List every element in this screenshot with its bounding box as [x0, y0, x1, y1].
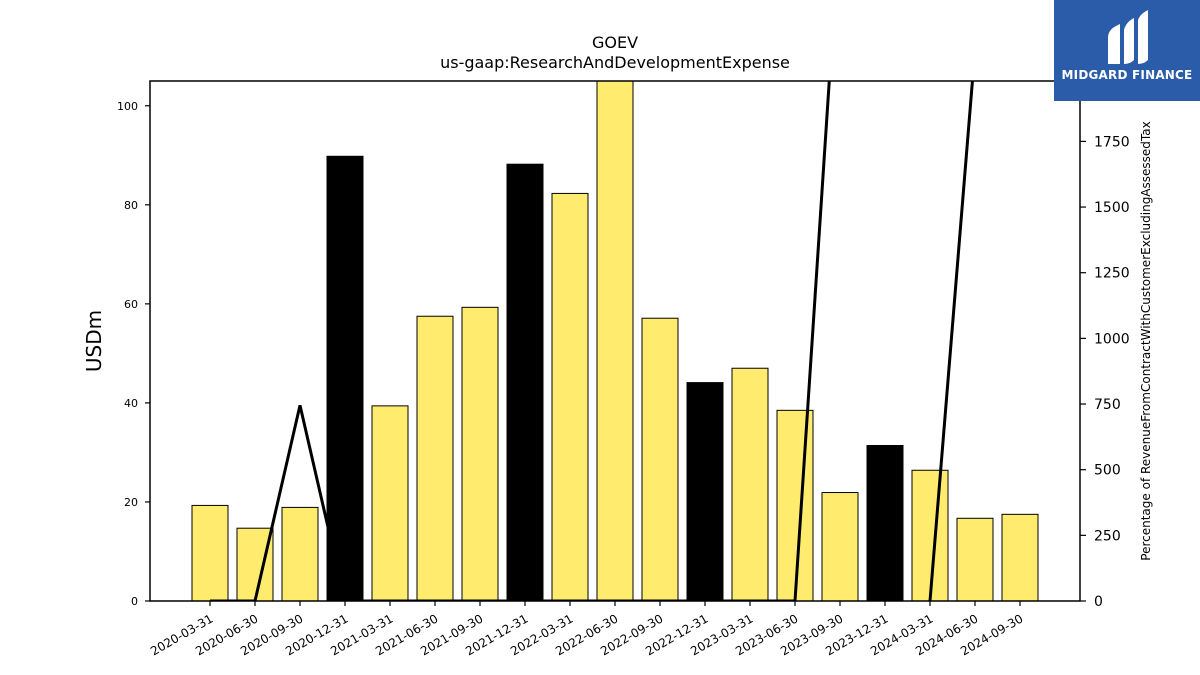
- bar-2023-12-31: [866, 444, 904, 602]
- y2-tick-label: 1750: [1094, 134, 1130, 150]
- bar-2021-03-31: [371, 405, 409, 602]
- bar-2020-09-30: [281, 506, 319, 602]
- bar-2022-12-31: [686, 382, 724, 602]
- y-tick-label: 80: [124, 199, 138, 212]
- line-path: [210, 81, 974, 601]
- y2-tick-label: 500: [1094, 463, 1121, 479]
- y-tick-label: 20: [124, 496, 138, 509]
- y-axis-label: USDm: [82, 310, 106, 372]
- bar-2022-06-30: [596, 80, 634, 602]
- bar-2022-09-30: [641, 317, 679, 602]
- logo-mark-icon: [1108, 10, 1148, 64]
- y-tick-label: 60: [124, 298, 138, 311]
- chart-title: GOEV: [592, 33, 638, 52]
- y2-tick-label: 750: [1094, 397, 1121, 413]
- x-axis-ticks: 2020-03-312020-06-302020-09-302020-12-31…: [148, 601, 1026, 658]
- bar-2021-06-30: [416, 315, 454, 602]
- y2-axis-ticks: 0 250 500 750 1000 1250 1500 1750: [1080, 134, 1130, 610]
- y2-tick-label: 1500: [1094, 200, 1130, 216]
- bar-2024-06-30: [956, 517, 994, 602]
- bar-2024-03-31: [911, 469, 949, 602]
- y-tick-label: 40: [124, 397, 138, 410]
- y-axis-ticks: 0 20 40 60 80 100: [117, 100, 150, 608]
- y-tick-label: 0: [131, 595, 138, 608]
- bar-2023-09-30: [821, 492, 859, 602]
- y2-tick-label: 1250: [1094, 266, 1130, 282]
- bar-2023-06-30: [776, 409, 814, 602]
- bar-2022-03-31: [551, 192, 589, 602]
- chart-subtitle: us-gaap:ResearchAndDevelopmentExpense: [440, 53, 790, 72]
- y2-tick-label: 1000: [1094, 331, 1130, 347]
- bar-2020-06-30: [236, 527, 274, 602]
- y-tick-label: 100: [117, 100, 138, 113]
- bar-2023-03-31: [731, 367, 769, 602]
- bar-series: [191, 80, 1039, 602]
- y2-tick-label: 250: [1094, 528, 1121, 544]
- y2-axis-label: Percentage of RevenueFromContractWithCus…: [1139, 121, 1153, 560]
- line-series: [210, 81, 974, 601]
- bar-2021-09-30: [461, 306, 499, 602]
- bar-2021-12-31: [506, 163, 544, 602]
- bar-2024-09-30: [1001, 513, 1039, 602]
- bar-2020-03-31: [191, 504, 229, 602]
- brand-logo: MIDGARD FINANCE: [1054, 0, 1200, 101]
- bar-2020-12-31: [326, 155, 364, 602]
- logo-text: MIDGARD FINANCE: [1061, 68, 1193, 82]
- y2-tick-label: 0: [1094, 594, 1103, 610]
